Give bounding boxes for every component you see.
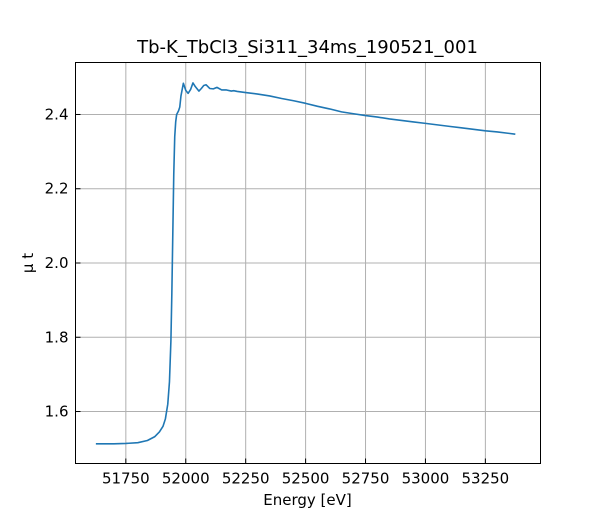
axis-ticks: 51750 52000 52250 52500 52750 53000 53250 1.6 1.…: [45, 105, 510, 487]
y-tick-label: 1.6: [45, 403, 69, 421]
y-tick-label: 2.2: [45, 180, 69, 198]
y-tick-label: 1.8: [45, 328, 69, 346]
x-tick-label: 52750: [342, 470, 390, 488]
y-axis-label: μ t: [19, 253, 37, 273]
x-tick-label: 52000: [162, 470, 210, 488]
x-tick-label: 53250: [462, 470, 510, 488]
x-tick-label: 52250: [222, 470, 270, 488]
y-tick-label: 2.4: [45, 105, 69, 123]
x-tick-label: 52500: [282, 470, 330, 488]
plot-area: [95, 82, 516, 445]
series-line: [95, 82, 516, 445]
chart-title: Tb-K_TbCl3_Si311_34ms_190521_001: [136, 37, 478, 58]
x-tick-label: 53000: [402, 470, 450, 488]
x-axis-label: Energy [eV]: [263, 491, 351, 509]
y-tick-label: 2.0: [45, 254, 69, 272]
grid-lines: [75, 62, 541, 464]
x-tick-label: 51750: [102, 470, 150, 488]
